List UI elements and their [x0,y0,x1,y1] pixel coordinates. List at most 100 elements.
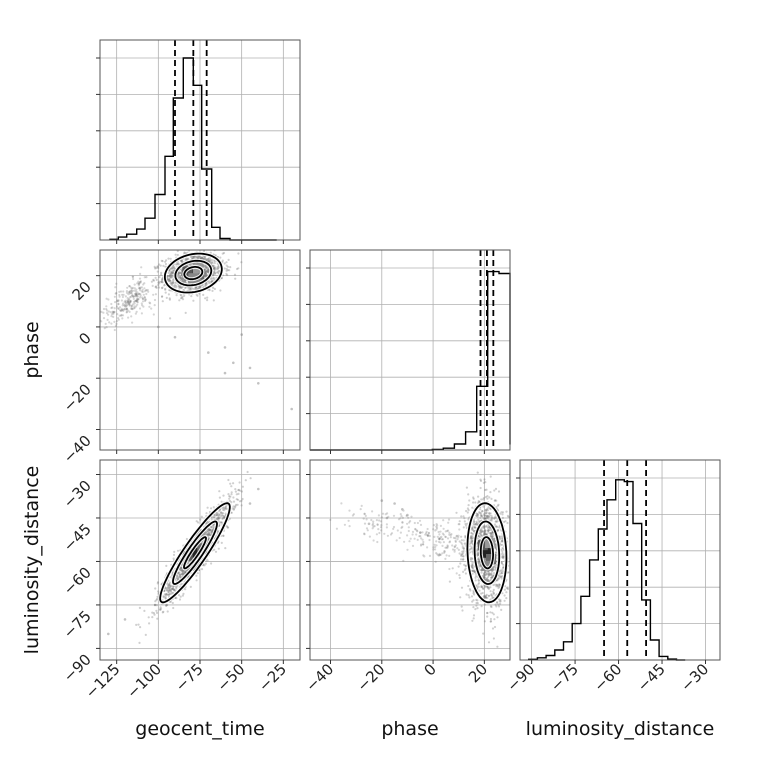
sample-point [157,590,160,593]
sample-point [483,525,486,528]
sample-point [204,297,207,300]
sample-point [485,508,488,511]
sample-point [421,538,424,541]
sample-point [221,512,224,515]
sample-point [173,550,176,554]
sample-point [179,583,182,586]
sample-point [215,513,219,516]
sample-point [426,527,429,531]
sample-point [143,282,146,285]
sample-point [214,514,217,517]
sample-point [499,575,502,578]
sample-point [469,536,472,539]
sample-point [236,503,239,506]
sample-point [213,267,216,270]
sample-point [207,531,210,535]
sample-point [482,516,485,519]
sample-point [171,275,174,278]
sample-point [477,562,480,565]
x-tick-label-geocent_time-2: −75 [172,660,207,695]
sample-point [427,532,430,535]
sample-point [499,569,502,572]
sample-point [221,517,224,521]
sample-point [127,302,130,305]
sample-point [206,533,209,536]
sample-point [498,600,501,603]
sample-point [133,294,136,297]
sample-point [139,289,142,292]
sample-point [485,572,488,575]
sample-point [496,579,499,582]
sample-point [213,516,216,519]
sample-point [169,276,172,279]
sample-point [176,262,179,265]
sample-point [438,538,441,541]
sample-point [476,471,479,474]
sample-point [458,523,461,526]
sample-point [476,602,479,605]
sample-point [492,592,495,595]
sample-point [143,287,146,290]
sample-point [185,258,188,261]
sample-point [500,572,503,575]
sample-point [486,615,489,618]
sample-point [439,536,442,539]
sample-point [180,286,183,289]
sample-point [206,246,208,248]
sample-point [486,586,489,589]
sample-point [193,255,196,258]
sample-point [428,538,431,542]
sample-point [131,307,134,311]
sample-point [454,540,457,544]
sample-point [137,298,140,301]
sample-point [487,578,490,582]
sample-point [133,287,136,290]
sample-point [206,530,209,533]
sample-point [177,273,180,276]
sample-point [140,302,143,305]
sample-point [462,526,465,529]
sample-point [479,486,482,490]
sample-point [492,583,495,587]
sample-point [490,593,493,596]
sample-point [218,510,221,513]
sample-point [239,489,242,492]
sample-point [157,266,160,270]
sample-point [461,545,464,548]
sample-point [168,274,171,278]
sample-point [352,513,355,516]
sample-point [214,266,217,269]
sample-point [167,257,170,260]
sample-point [375,533,378,536]
sample-point [171,266,174,269]
sample-point [192,256,195,259]
sample-point [435,523,438,526]
sample-point [169,589,172,592]
sample-point [213,270,216,273]
sample-point [488,511,491,515]
sample-point [470,536,473,540]
sample-point [214,271,217,274]
sample-point [460,558,463,561]
sample-point [125,308,128,311]
sample-point [466,511,469,514]
sample-point [115,282,118,285]
sample-point [475,521,478,525]
sample-point [112,315,115,318]
sample-point [195,287,198,290]
sample-point [468,588,471,591]
sample-point [168,277,171,281]
sample-point [483,517,487,520]
sample-point [136,300,139,303]
sample-point [195,579,198,582]
sample-point [485,508,488,511]
x-tick-label-phase-3: 20 [465,660,491,686]
sample-point [131,294,134,297]
sample-point [204,562,207,565]
sample-point [135,293,138,296]
sample-point [122,290,125,293]
sample-point [138,606,141,610]
y-tick-label-luminosity_distance-1: −75 [60,607,95,642]
sample-point [139,280,142,284]
sample-point [171,284,174,287]
